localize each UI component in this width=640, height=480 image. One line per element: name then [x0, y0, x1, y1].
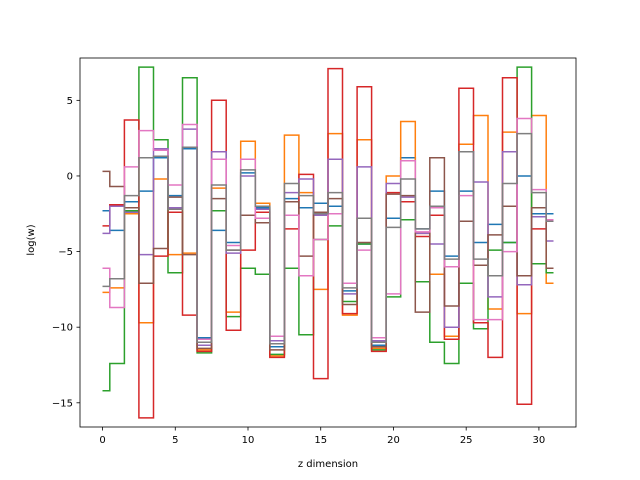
- x-tick-label: 0: [99, 435, 105, 446]
- series-7-line: [102, 117, 554, 341]
- x-tick-label: 15: [314, 435, 327, 446]
- x-tick-label: 20: [387, 435, 400, 446]
- y-tick-label: −10: [52, 323, 73, 334]
- x-tick-label: 10: [242, 435, 255, 446]
- series-8-line: [102, 132, 554, 345]
- x-tick-label: 25: [460, 435, 473, 446]
- x-axis-label: z dimension: [298, 459, 358, 470]
- y-tick-label: −5: [58, 247, 73, 258]
- y-axis-label: log(w): [26, 224, 37, 255]
- plot-frame: [79, 57, 577, 428]
- axes-layer: 0 5 10 15 20 25 30 −15 −10 −5 0 5: [52, 57, 577, 446]
- y-tick-label: 5: [67, 96, 73, 107]
- x-tick-label: 30: [533, 435, 546, 446]
- x-tick-label: 5: [172, 435, 178, 446]
- y-tick-label: −15: [52, 398, 73, 409]
- series-5-line: [102, 128, 554, 347]
- series-layer: [102, 66, 554, 419]
- y-tick-label: 0: [67, 171, 73, 182]
